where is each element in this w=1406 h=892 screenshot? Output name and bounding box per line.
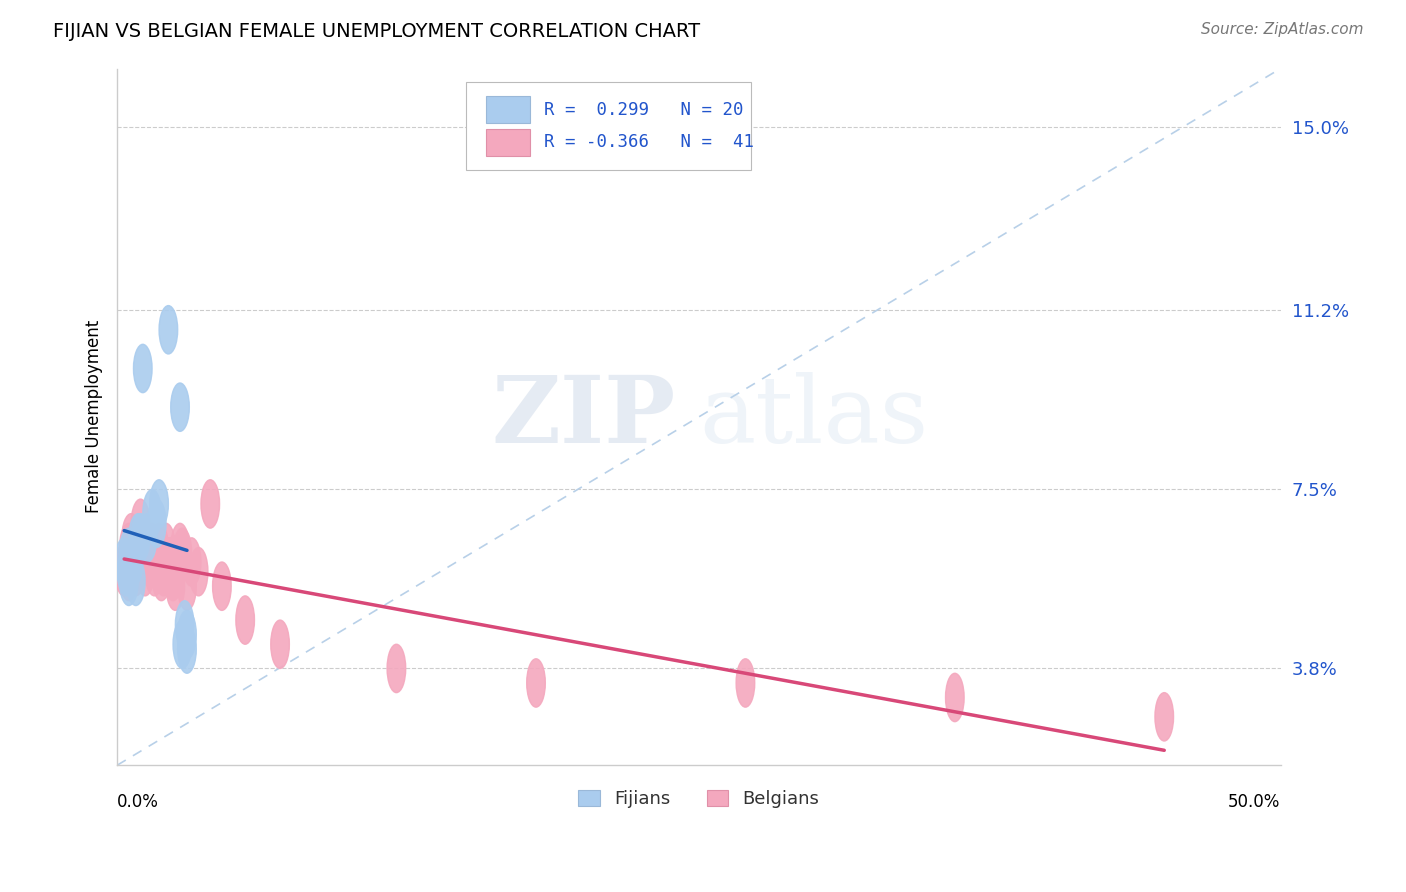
Ellipse shape bbox=[271, 620, 290, 668]
Ellipse shape bbox=[131, 500, 150, 548]
FancyBboxPatch shape bbox=[467, 82, 751, 169]
Ellipse shape bbox=[127, 558, 145, 606]
Ellipse shape bbox=[136, 548, 155, 596]
Ellipse shape bbox=[527, 659, 546, 707]
Text: Source: ZipAtlas.com: Source: ZipAtlas.com bbox=[1201, 22, 1364, 37]
Ellipse shape bbox=[177, 610, 197, 659]
Ellipse shape bbox=[236, 596, 254, 644]
Ellipse shape bbox=[162, 538, 180, 586]
Ellipse shape bbox=[176, 600, 194, 649]
Ellipse shape bbox=[166, 562, 184, 610]
Ellipse shape bbox=[127, 548, 145, 596]
Ellipse shape bbox=[122, 548, 141, 596]
Ellipse shape bbox=[156, 524, 176, 572]
Ellipse shape bbox=[169, 538, 187, 586]
Ellipse shape bbox=[150, 524, 169, 572]
Ellipse shape bbox=[129, 538, 148, 586]
Legend: Fijians, Belgians: Fijians, Belgians bbox=[571, 782, 827, 815]
Ellipse shape bbox=[177, 562, 197, 610]
Ellipse shape bbox=[138, 524, 156, 572]
Ellipse shape bbox=[170, 524, 190, 572]
Ellipse shape bbox=[173, 620, 191, 668]
Ellipse shape bbox=[177, 625, 197, 673]
Bar bbox=[486, 129, 530, 155]
Ellipse shape bbox=[120, 524, 138, 572]
Ellipse shape bbox=[122, 538, 141, 586]
Ellipse shape bbox=[155, 548, 173, 596]
Ellipse shape bbox=[170, 383, 190, 432]
Ellipse shape bbox=[124, 538, 143, 586]
Text: ZIP: ZIP bbox=[491, 372, 676, 462]
Ellipse shape bbox=[122, 514, 141, 562]
Ellipse shape bbox=[141, 538, 159, 586]
Ellipse shape bbox=[945, 673, 965, 722]
Ellipse shape bbox=[138, 514, 156, 562]
Ellipse shape bbox=[152, 552, 170, 600]
Text: 50.0%: 50.0% bbox=[1229, 793, 1281, 811]
Ellipse shape bbox=[148, 500, 166, 548]
Ellipse shape bbox=[134, 344, 152, 392]
Ellipse shape bbox=[124, 538, 143, 586]
Bar bbox=[486, 96, 530, 123]
Ellipse shape bbox=[159, 538, 177, 586]
Ellipse shape bbox=[115, 548, 134, 596]
Ellipse shape bbox=[159, 306, 177, 354]
Ellipse shape bbox=[117, 538, 136, 586]
Ellipse shape bbox=[131, 528, 150, 576]
Ellipse shape bbox=[148, 538, 166, 586]
Ellipse shape bbox=[120, 552, 138, 600]
Ellipse shape bbox=[1154, 692, 1174, 741]
Text: R = -0.366   N =  41: R = -0.366 N = 41 bbox=[544, 134, 754, 152]
Ellipse shape bbox=[131, 514, 150, 562]
Ellipse shape bbox=[212, 562, 231, 610]
Ellipse shape bbox=[120, 528, 138, 576]
Ellipse shape bbox=[143, 490, 162, 538]
Ellipse shape bbox=[115, 538, 134, 586]
Y-axis label: Female Unemployment: Female Unemployment bbox=[86, 320, 103, 514]
Ellipse shape bbox=[387, 644, 406, 692]
Text: R =  0.299   N = 20: R = 0.299 N = 20 bbox=[544, 101, 744, 119]
Ellipse shape bbox=[201, 480, 219, 528]
Ellipse shape bbox=[150, 480, 169, 528]
Ellipse shape bbox=[145, 548, 163, 596]
Ellipse shape bbox=[163, 552, 183, 600]
Ellipse shape bbox=[190, 548, 208, 596]
Ellipse shape bbox=[129, 514, 148, 562]
Ellipse shape bbox=[737, 659, 755, 707]
Ellipse shape bbox=[173, 528, 191, 576]
Text: atlas: atlas bbox=[699, 372, 928, 462]
Ellipse shape bbox=[120, 558, 138, 606]
Text: FIJIAN VS BELGIAN FEMALE UNEMPLOYMENT CORRELATION CHART: FIJIAN VS BELGIAN FEMALE UNEMPLOYMENT CO… bbox=[53, 22, 700, 41]
Ellipse shape bbox=[117, 548, 136, 596]
Ellipse shape bbox=[124, 528, 143, 576]
Ellipse shape bbox=[183, 538, 201, 586]
Text: 0.0%: 0.0% bbox=[117, 793, 159, 811]
Ellipse shape bbox=[143, 524, 162, 572]
